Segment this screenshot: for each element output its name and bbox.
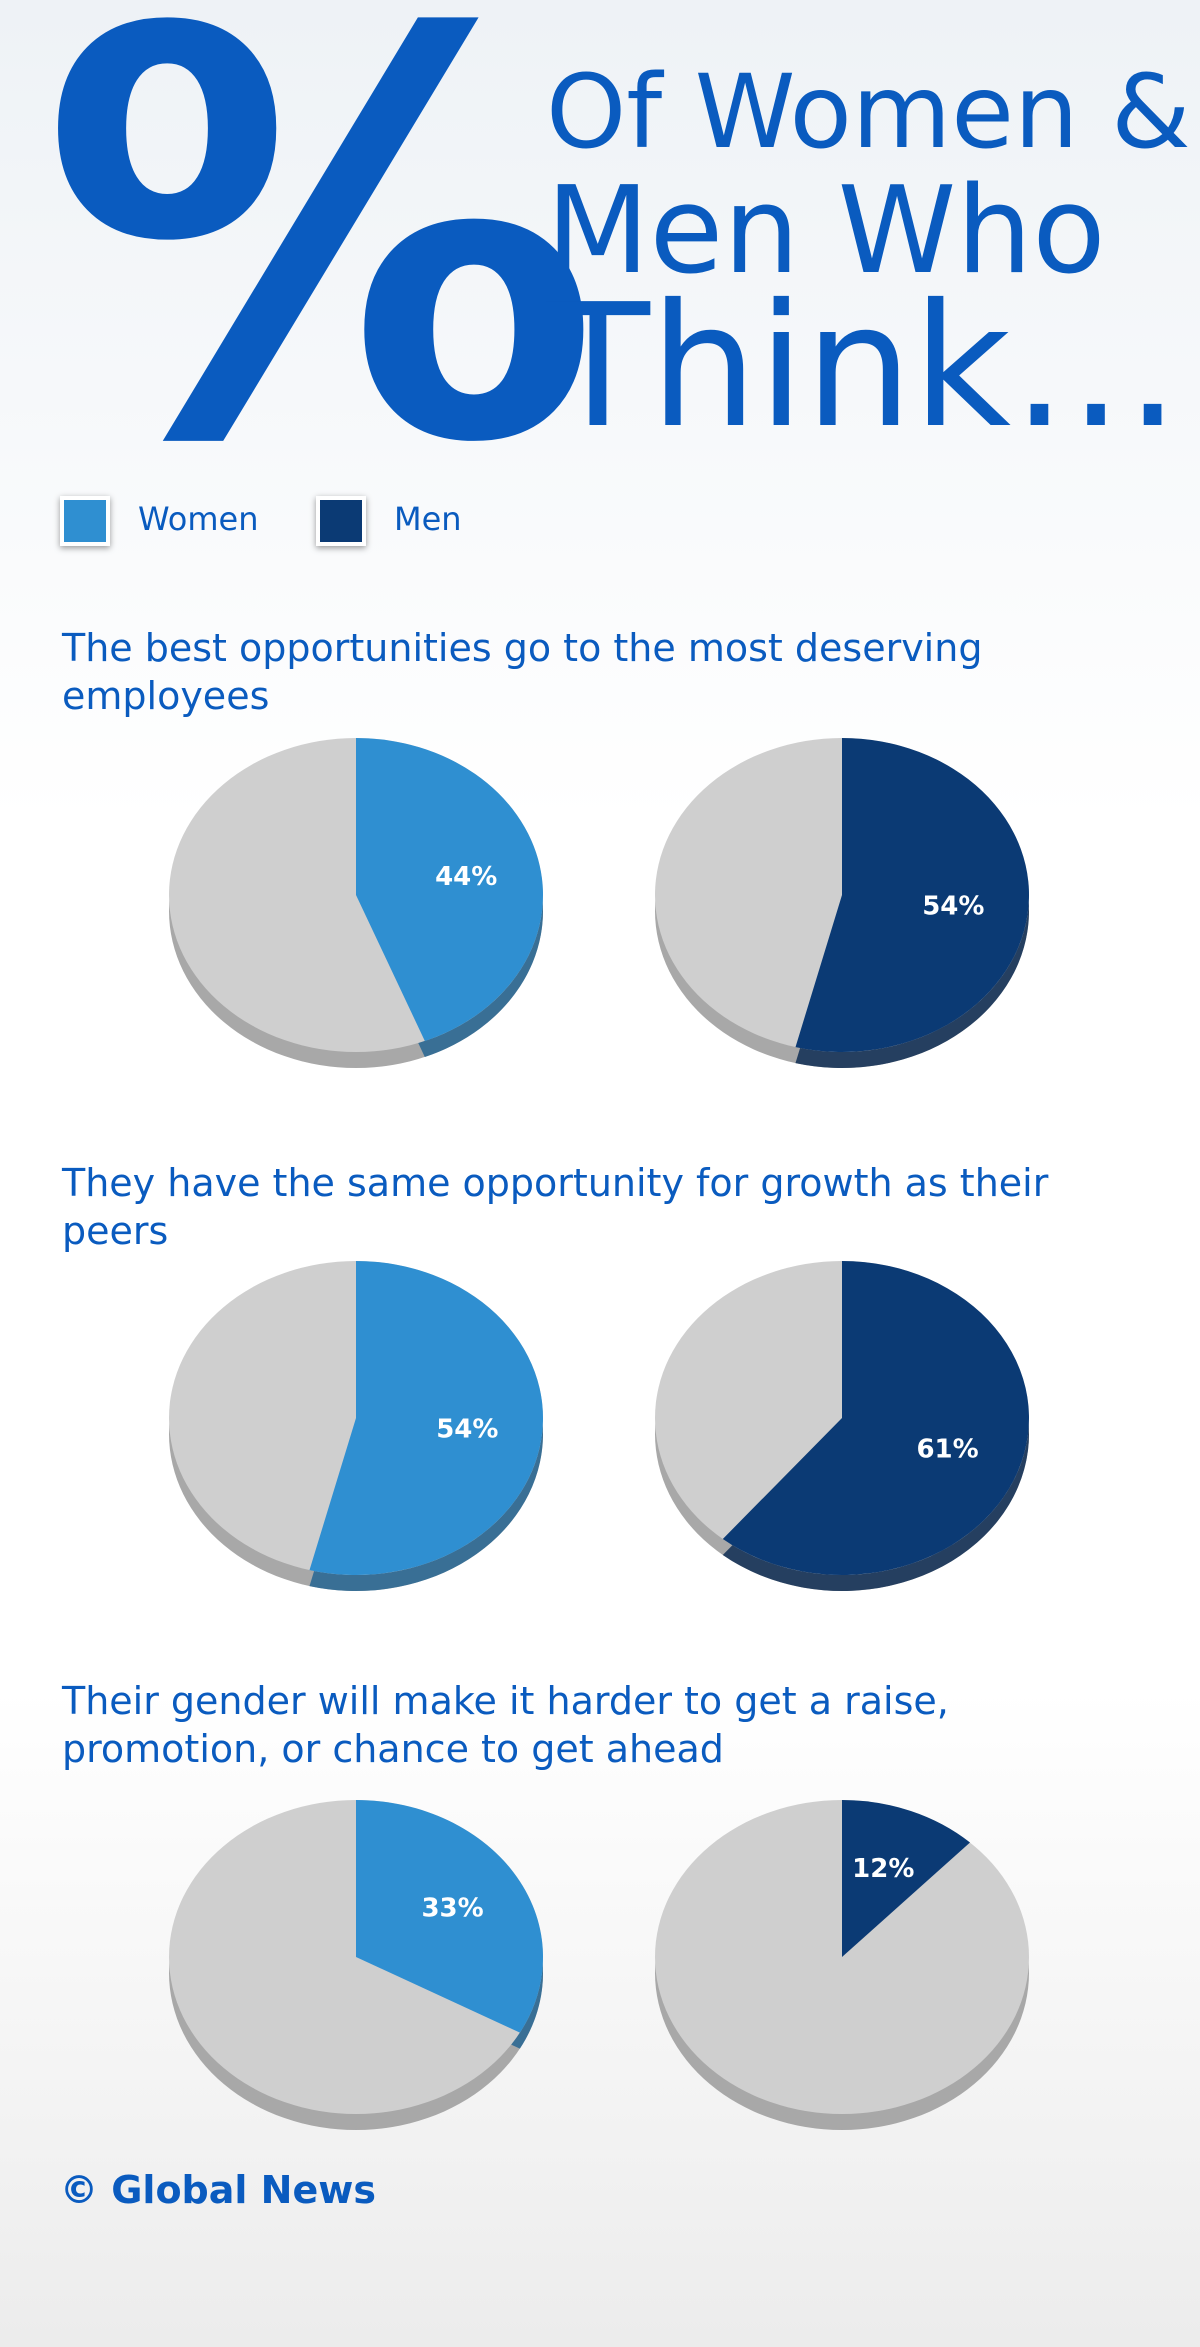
percent-symbol: % <box>40 0 601 566</box>
value-label: 33% <box>421 1894 483 1924</box>
question: The best opportunities go to the most de… <box>62 626 983 718</box>
value-label: 44% <box>435 862 497 892</box>
legend-label: Men <box>394 500 462 538</box>
value-label: 61% <box>916 1434 978 1464</box>
value-label: 54% <box>436 1414 498 1444</box>
title-line: Of Women & <box>546 53 1191 172</box>
legend-label: Women <box>138 500 259 538</box>
slice <box>309 1261 544 1575</box>
question: They have the same opportunity for growt… <box>62 1161 1049 1253</box>
slice <box>356 1800 543 2033</box>
value-label: 54% <box>922 891 984 921</box>
legend-swatch <box>316 496 366 546</box>
legend-swatch <box>60 496 110 546</box>
slice <box>842 1800 971 1957</box>
slice <box>795 738 1029 1052</box>
title-line: Men Who <box>546 162 1106 301</box>
footer: © Global News <box>60 2168 376 2212</box>
slice <box>356 738 543 1041</box>
value-label: 12% <box>852 1854 914 1884</box>
title-line: Think… <box>546 268 1182 466</box>
question: Their gender will make it harder to get … <box>62 1679 949 1771</box>
slice <box>722 1261 1029 1575</box>
